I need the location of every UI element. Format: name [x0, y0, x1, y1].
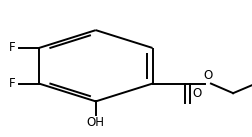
Text: OH: OH	[87, 116, 105, 129]
Text: F: F	[9, 77, 15, 90]
Text: O: O	[203, 68, 213, 82]
Text: F: F	[9, 42, 15, 54]
Text: O: O	[193, 87, 202, 100]
